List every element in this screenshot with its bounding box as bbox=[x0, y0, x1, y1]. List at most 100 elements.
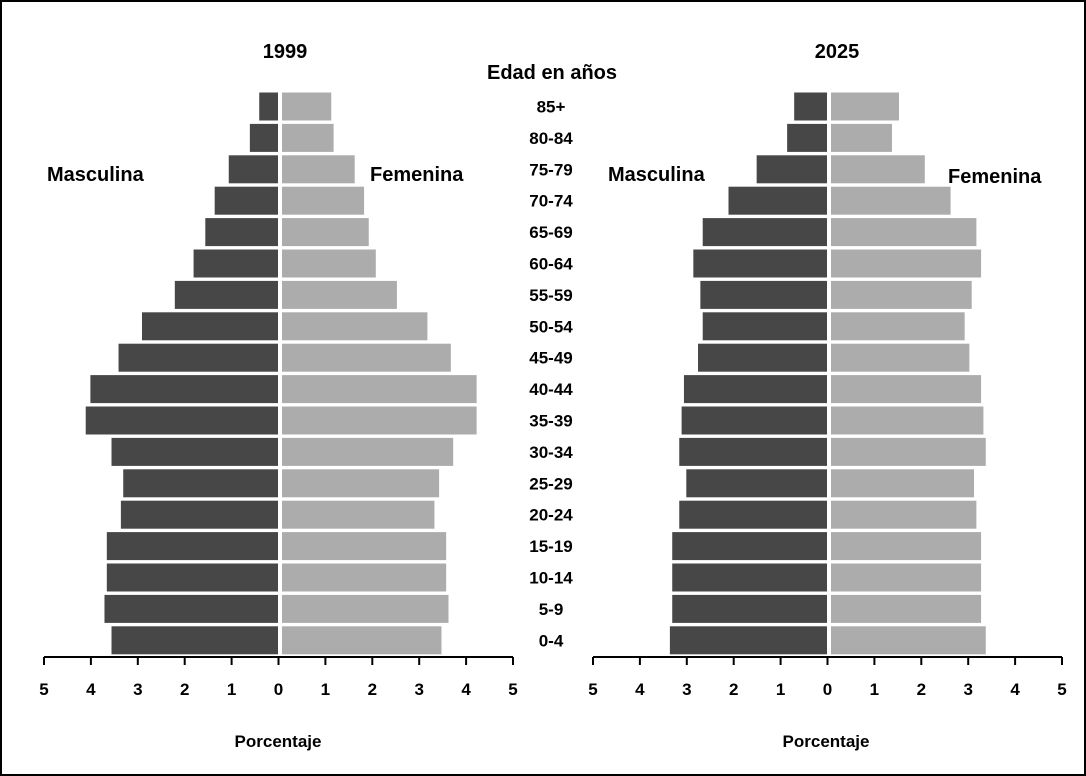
bar-female bbox=[282, 594, 449, 623]
female-side-label: Femenina bbox=[948, 166, 1042, 188]
bar-male bbox=[106, 532, 278, 561]
x-tick-label: 3 bbox=[133, 680, 142, 699]
bar-male bbox=[120, 500, 278, 529]
bar-female bbox=[831, 563, 982, 592]
bar-male bbox=[193, 249, 278, 278]
bar-male bbox=[672, 532, 827, 561]
age-label: 80-84 bbox=[529, 129, 573, 148]
bar-female bbox=[282, 123, 334, 152]
bar-female bbox=[282, 375, 477, 404]
bar-female bbox=[831, 186, 951, 215]
x-tick-label: 0 bbox=[823, 680, 832, 699]
x-tick-label: 4 bbox=[1010, 680, 1020, 699]
bar-female bbox=[831, 312, 965, 341]
x-tick-label: 3 bbox=[414, 680, 423, 699]
bar-male bbox=[259, 92, 278, 121]
bar-male bbox=[679, 500, 827, 529]
age-label: 25-29 bbox=[529, 474, 572, 493]
bar-male bbox=[118, 343, 278, 372]
age-label: 85+ bbox=[537, 98, 566, 117]
x-tick-label: 3 bbox=[682, 680, 691, 699]
female-side-label: Femenina bbox=[370, 164, 464, 186]
bar-female bbox=[831, 594, 982, 623]
male-side-label: Masculina bbox=[47, 164, 145, 186]
bar-female bbox=[282, 437, 454, 466]
bar-female bbox=[831, 123, 892, 152]
bar-male bbox=[700, 280, 827, 309]
x-tick-label: 1 bbox=[870, 680, 879, 699]
bar-female bbox=[282, 343, 451, 372]
bar-male bbox=[174, 280, 278, 309]
bar-male bbox=[686, 469, 827, 498]
bar-male bbox=[698, 343, 827, 372]
bar-male bbox=[123, 469, 278, 498]
x-tick-label: 4 bbox=[461, 680, 471, 699]
x-tick-label: 5 bbox=[39, 680, 48, 699]
age-label: 40-44 bbox=[529, 380, 573, 399]
bar-male bbox=[141, 312, 278, 341]
bar-male bbox=[104, 594, 278, 623]
bar-female bbox=[831, 218, 977, 247]
pyramid-title: 2025 bbox=[815, 41, 860, 63]
bar-female bbox=[831, 249, 982, 278]
pyramid-1999: 1999 Masculina Femenina Porcentaje 5 4 3 2 1… bbox=[39, 41, 517, 751]
bar-male bbox=[205, 218, 278, 247]
x-tick-label: 1 bbox=[321, 680, 330, 699]
bar-female bbox=[282, 563, 447, 592]
bar-female bbox=[282, 186, 365, 215]
pyramid-title: 1999 bbox=[263, 41, 308, 63]
bar-female bbox=[282, 280, 397, 309]
age-label: 70-74 bbox=[529, 192, 573, 211]
bar-female bbox=[831, 469, 975, 498]
age-label: 65-69 bbox=[529, 223, 572, 242]
bar-male bbox=[85, 406, 279, 435]
bar-male bbox=[679, 437, 827, 466]
x-tick-label: 1 bbox=[776, 680, 785, 699]
bar-male bbox=[228, 155, 278, 184]
x-tick-label: 0 bbox=[274, 680, 283, 699]
bar-female bbox=[831, 500, 977, 529]
bar-male bbox=[90, 375, 279, 404]
bar-male bbox=[214, 186, 278, 215]
age-labels: 85+ 80-84 75-79 70-74 65-69 60-64 55-59 50-54 45… bbox=[529, 98, 573, 651]
bar-female bbox=[831, 437, 986, 466]
bar-male bbox=[111, 437, 278, 466]
bar-male bbox=[672, 563, 827, 592]
bar-female bbox=[282, 500, 435, 529]
bar-female bbox=[831, 92, 900, 121]
age-label: 55-59 bbox=[529, 286, 572, 305]
bar-male bbox=[672, 594, 827, 623]
bar-female bbox=[282, 92, 332, 121]
bar-female bbox=[831, 343, 970, 372]
bar-female bbox=[831, 626, 986, 655]
age-label: 15-19 bbox=[529, 537, 572, 556]
x-tick-label: 2 bbox=[729, 680, 738, 699]
x-axis-title: Porcentaje bbox=[783, 732, 870, 751]
bar-male bbox=[683, 375, 827, 404]
bar-male bbox=[756, 155, 827, 184]
bar-female bbox=[831, 532, 982, 561]
x-tick-label: 3 bbox=[963, 680, 972, 699]
bar-male bbox=[702, 312, 827, 341]
age-label: 60-64 bbox=[529, 255, 573, 274]
x-tick-label: 5 bbox=[588, 680, 597, 699]
center-title: Edad en años bbox=[487, 62, 617, 84]
x-tick-label: 1 bbox=[227, 680, 236, 699]
bar-female bbox=[831, 406, 984, 435]
bar-female bbox=[831, 375, 982, 404]
x-axis-title: Porcentaje bbox=[235, 732, 322, 751]
bar-male bbox=[669, 626, 827, 655]
bar-male bbox=[702, 218, 827, 247]
x-tick-label: 4 bbox=[635, 680, 645, 699]
age-label: 10-14 bbox=[529, 569, 573, 588]
bar-male bbox=[794, 92, 827, 121]
bar-male bbox=[249, 123, 278, 152]
x-tick-label: 2 bbox=[368, 680, 377, 699]
age-label: 45-49 bbox=[529, 349, 572, 368]
bar-male bbox=[106, 563, 278, 592]
bar-female bbox=[282, 249, 376, 278]
x-tick-label: 5 bbox=[508, 680, 517, 699]
age-label: 30-34 bbox=[529, 443, 573, 462]
bar-female bbox=[282, 406, 477, 435]
